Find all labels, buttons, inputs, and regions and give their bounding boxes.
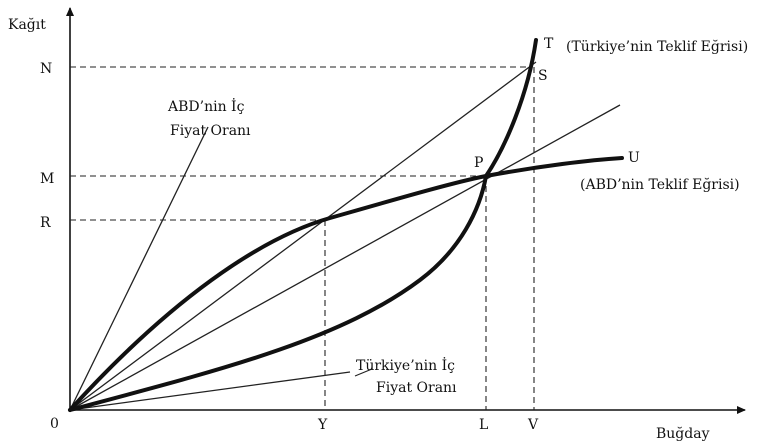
point-p-label: P: [474, 155, 483, 171]
usa-domestic-label-line2: Fiyat Oranı: [170, 123, 251, 139]
turkey-domestic-label-line2: Fiyat Oranı: [376, 380, 457, 396]
point-t-label: T: [544, 36, 554, 52]
y-axis-title: Kağıt: [8, 17, 46, 33]
usa-offer-curve-label: (ABD’nin Teklif Eğrisi): [580, 177, 740, 193]
point-s-label: S: [538, 68, 548, 84]
x-tick-l: L: [479, 417, 488, 433]
point-u-label: U: [628, 150, 640, 166]
y-tick-n: N: [40, 61, 52, 77]
terms-of-trade-ray-os: [69, 61, 537, 411]
x-tick-v: V: [527, 417, 539, 433]
usa-domestic-label-line1: ABD’nin İç: [167, 97, 245, 115]
x-tick-y: Y: [317, 417, 328, 433]
turkey-domestic-price-ray: [69, 371, 351, 411]
origin-label: 0: [50, 416, 59, 432]
turkey-offer-curve: [68, 38, 538, 412]
terms-of-trade-ray-op: [69, 104, 621, 411]
turkey-offer-curve-label: (Türkiye’nin Teklif Eğrisi): [566, 39, 748, 55]
x-axis-title: Buğday: [656, 426, 710, 442]
turkey-domestic-label-line1: Türkiye’nin İç: [356, 356, 455, 374]
y-tick-m: M: [40, 171, 54, 187]
y-tick-r: R: [40, 215, 51, 231]
usa-offer-curve: [68, 156, 624, 412]
turkey-domestic-leader: [354, 368, 373, 377]
usa-domestic-price-ray: [69, 126, 209, 411]
